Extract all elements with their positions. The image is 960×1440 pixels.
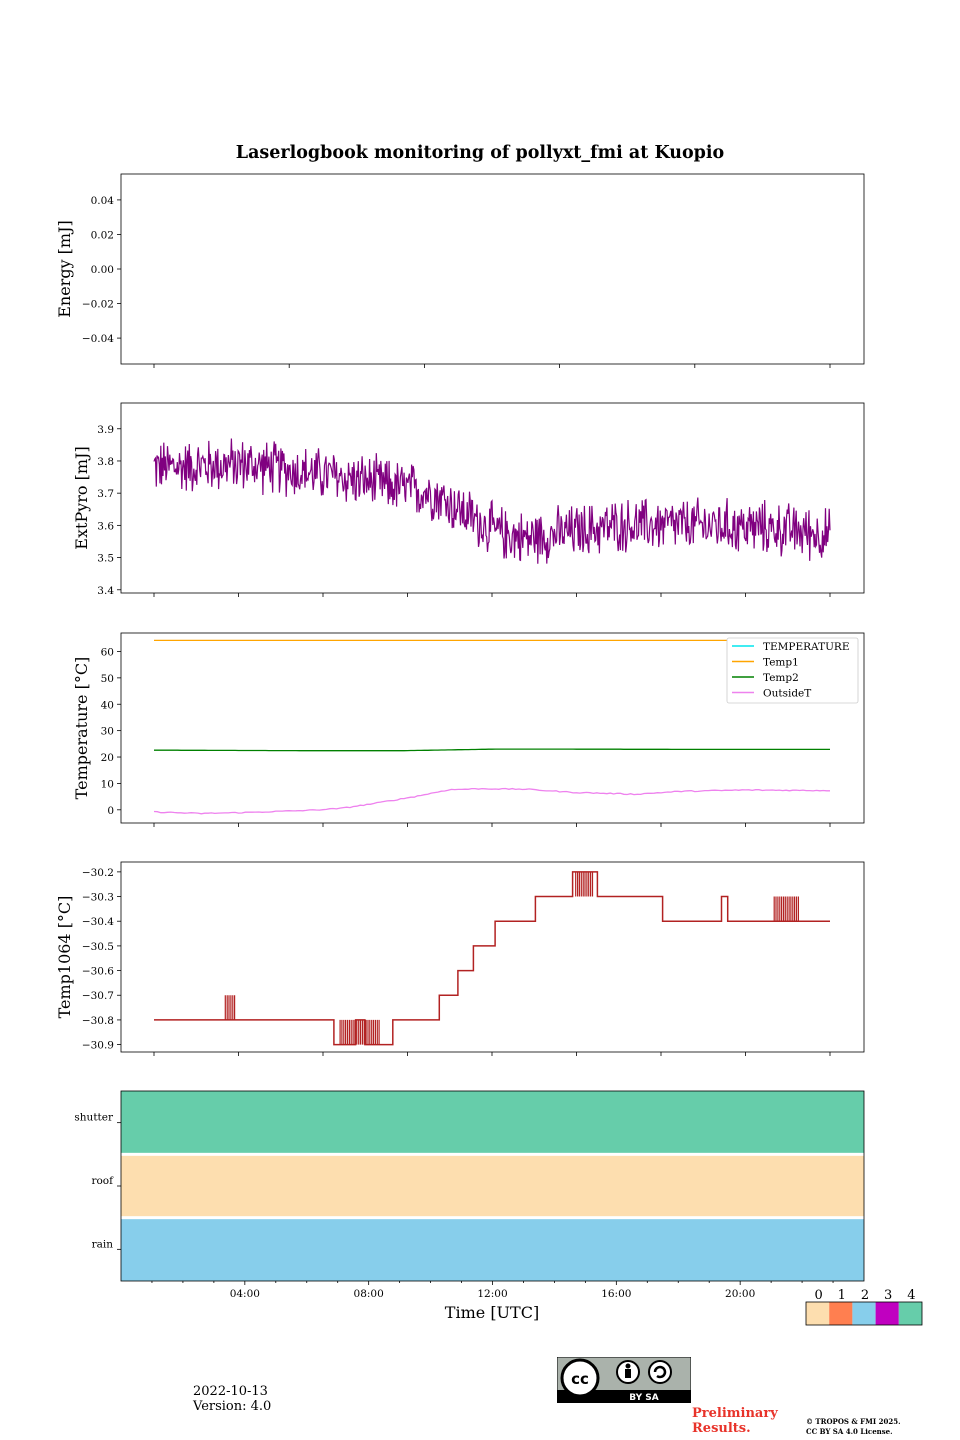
series-extpyro-line [153,438,831,564]
series-temp1064-flicker [773,896,799,922]
ytick-label: 0.02 [91,229,114,241]
cc-license-badge: cc BY SA [557,1357,691,1403]
ytick-label: 0.00 [91,264,114,276]
series-temp1064-flicker [224,995,236,1020]
temperature-legend: TEMPERATURE Temp1 Temp2 OutsideT [726,637,859,704]
colorbar-tick-1: 1 [838,1288,846,1303]
date-version-block: 2022-10-13 Version: 4.0 [193,1384,271,1414]
legend-label-temperature: TEMPERATURE [763,641,850,653]
colorbar-tick-0: 0 [814,1288,822,1303]
status-row-label-roof: roof [91,1175,114,1187]
ylabel-temperature: Temperature [°C] [72,657,91,800]
colorbar-cell-0 [806,1302,830,1325]
xtick-label: 08:00 [354,1288,384,1300]
colorbar-cell-1 [829,1302,853,1325]
ytick-label: −30.4 [82,916,114,928]
ytick-label: 3.8 [97,456,114,468]
colorbar-cell-3 [875,1302,899,1325]
xtick-label: 12:00 [477,1288,507,1300]
ytick-label: −0.02 [82,299,114,311]
copyright-line-1: © TROPOS & FMI 2025. [806,1417,901,1426]
colorbar-cell-2 [852,1302,876,1325]
panel-status: shutter roof rain 04:00 08:00 12:00 16:00 20:00… [74,1090,923,1326]
ytick-label: 10 [101,778,114,790]
panel-temp1064-frame [120,861,865,1053]
series-temp1064-flicker [575,871,594,897]
colorbar-tick-2: 2 [861,1288,869,1303]
xlabel-time: Time [UTC] [445,1303,539,1322]
panel-temperature: 60 50 40 30 20 10 0 Temperature [°C] TEMPERATURE… [72,632,865,827]
cc-icon [560,1358,600,1398]
ytick-label: 0.04 [91,195,115,207]
ytick-label: 30 [101,726,114,738]
ylabel-energy: Energy [mJ] [55,220,74,318]
series-temp2-line [154,748,830,752]
ytick-label: 3.6 [97,520,114,532]
ytick-label: −30.3 [82,892,114,904]
status-row-label-rain: rain [92,1238,114,1250]
ytick-label: 3.7 [97,488,114,500]
ytick-label: 50 [101,673,114,685]
ytick-label: −30.8 [82,1015,114,1027]
ytick-label: −30.5 [82,941,114,953]
ytick-label: 3.5 [97,553,114,565]
ytick-label: 3.4 [97,585,114,597]
colorbar-tick-4: 4 [907,1288,915,1303]
panel-energy-frame [120,173,865,365]
xtick-label: 20:00 [725,1288,755,1300]
ytick-label: 60 [101,646,114,658]
ytick-label: 3.9 [97,424,114,436]
series-outsidet-line [153,787,830,815]
xtick-label: 16:00 [601,1288,631,1300]
figure-title: Laserlogbook monitoring of pollyxt_fmi a… [236,143,724,163]
footer-version: Version: 4.0 [193,1399,272,1414]
footer-date: 2022-10-13 [193,1384,268,1399]
sa-share-icon [648,1360,672,1384]
cc-icon-label: cc [571,1370,589,1388]
panel-temperature-frame [120,632,865,824]
status-row-rain [121,1219,864,1281]
status-row-roof [121,1155,864,1217]
ytick-label: 0 [107,805,114,817]
ytick-label: −0.04 [82,333,114,345]
panel-temp1064: −30.2 −30.3 −30.4 −30.5 −30.6 −30.7 −30.8 −30.9… [55,861,865,1056]
series-temp1064-line [153,871,830,1046]
legend-label-temp1: Temp1 [763,657,799,669]
panel-extpyro-frame [120,402,865,594]
legend-label-outsidet: OutsideT [763,688,811,700]
colorbar-frame [805,1301,923,1326]
status-row-shutter [121,1091,864,1153]
ytick-label: −30.7 [82,990,114,1002]
ytick-label: 40 [101,699,114,711]
ylabel-temp1064: Temp1064 [°C] [55,896,74,1019]
preliminary-results-label: Preliminary Results. [692,1406,778,1436]
panel-energy: 0.04 0.02 0.00 −0.02 −0.04 Energy [mJ] [55,173,865,368]
cc-badge-label: BY SA [629,1393,659,1403]
ytick-label: −30.6 [82,966,114,978]
ytick-label: −30.2 [82,867,114,879]
legend-label-temp2: Temp2 [763,672,799,684]
legend-box [726,637,859,704]
colorbar-tick-3: 3 [884,1288,892,1303]
status-row-label-shutter: shutter [74,1112,114,1124]
ytick-label: 20 [101,752,114,764]
panel-extpyro: 3.9 3.8 3.7 3.6 3.5 3.4 ExtPyro [mJ] [72,402,865,597]
copyright-block: © TROPOS & FMI 2025. CC BY SA 4.0 Licens… [806,1417,956,1437]
ytick-label: −30.9 [82,1040,114,1052]
series-temp1064-flicker [339,1019,380,1045]
colorbar-cell-4 [898,1302,922,1325]
copyright-line-2: CC BY SA 4.0 License. [806,1427,893,1436]
ylabel-extpyro: ExtPyro [mJ] [72,446,91,549]
xtick-label: 04:00 [230,1288,260,1300]
